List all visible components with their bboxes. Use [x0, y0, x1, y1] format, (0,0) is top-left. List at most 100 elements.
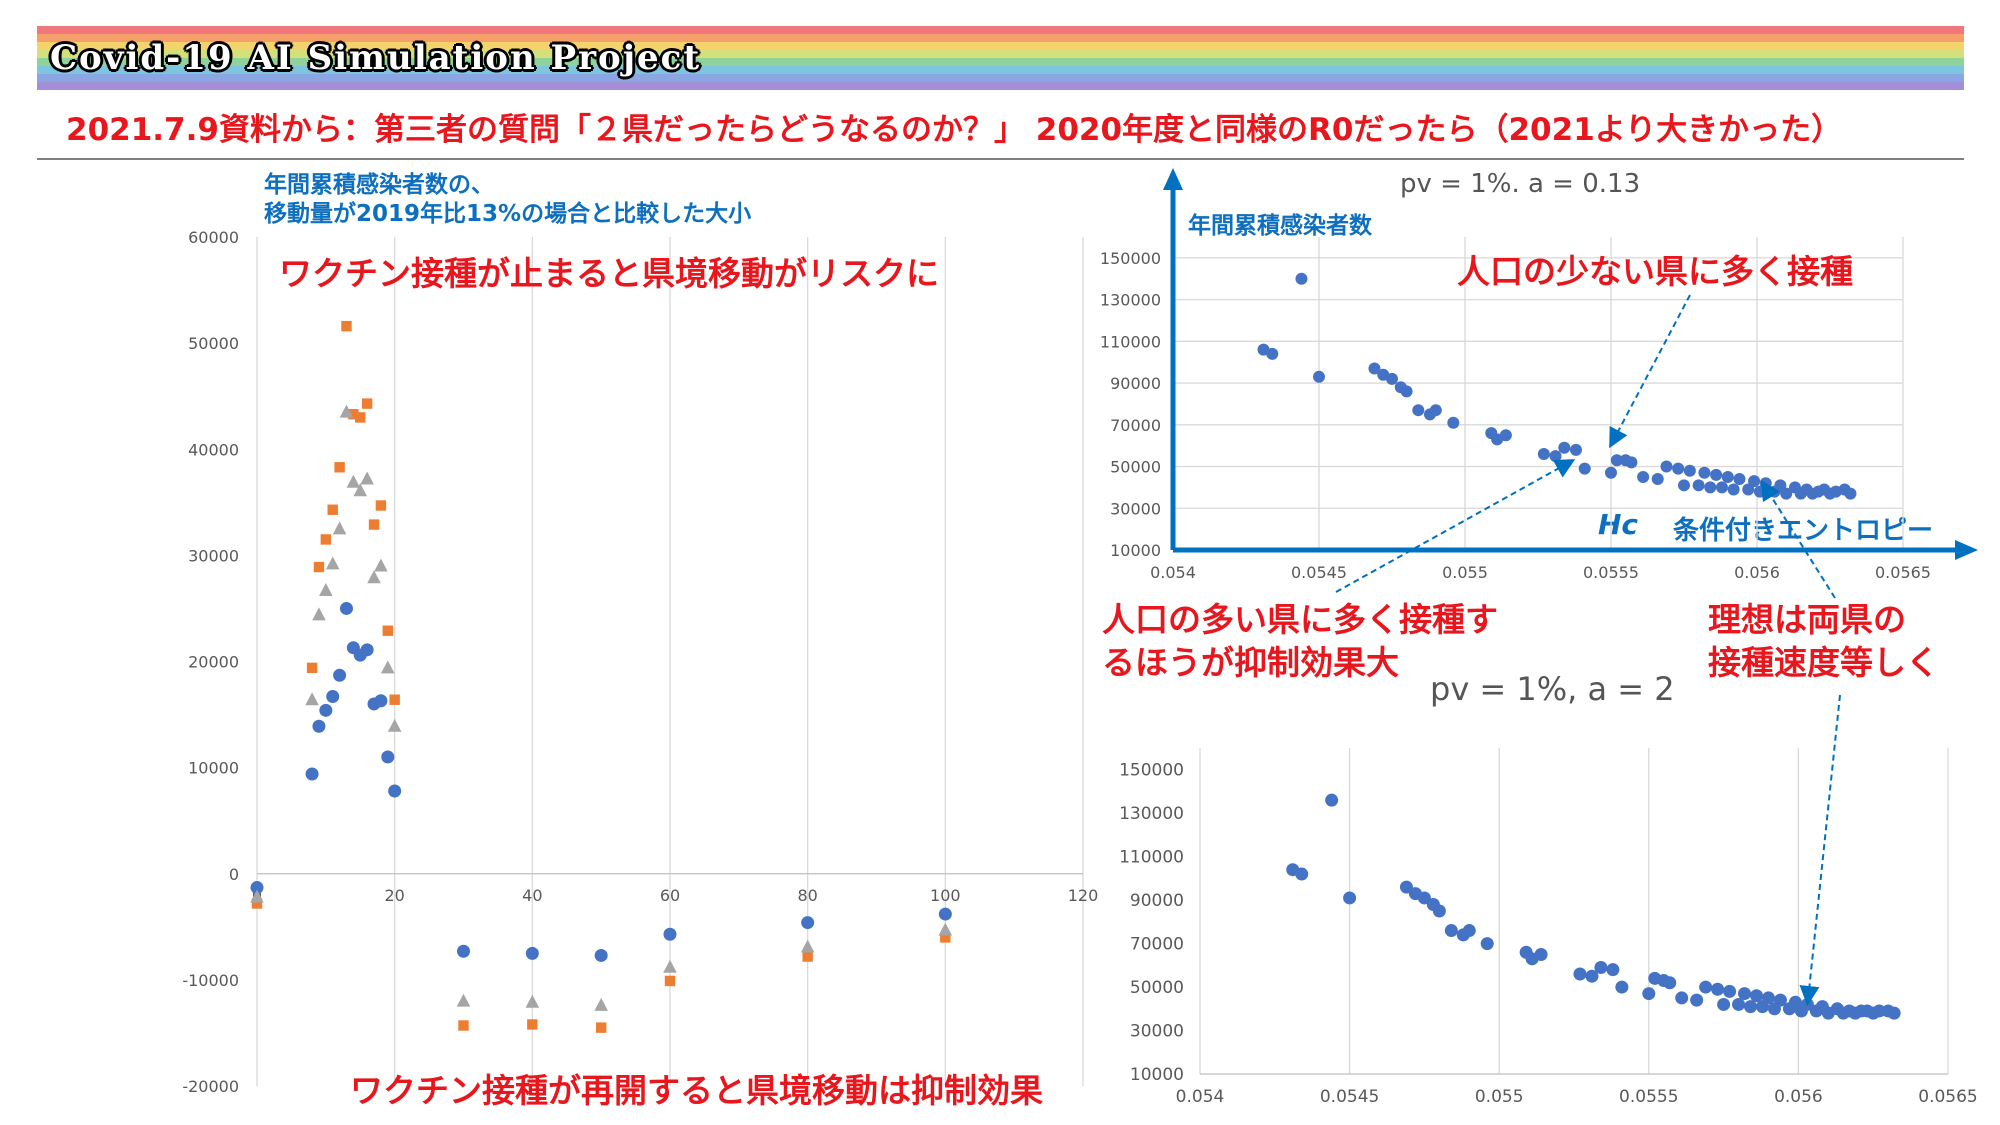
y-tick-label: 130000	[1119, 804, 1184, 824]
y-tick-label: 40000	[188, 440, 239, 459]
data-point	[1727, 483, 1740, 496]
x-tick-label: 60	[660, 886, 680, 905]
banner-stripe	[37, 26, 1964, 34]
data-point	[320, 534, 332, 545]
y-tick-label: 110000	[1119, 848, 1184, 868]
data-point	[389, 694, 400, 705]
banner-stripe	[37, 66, 1964, 74]
data-point	[1732, 997, 1746, 1011]
y-tick-label: 30000	[1130, 1022, 1184, 1042]
data-point	[938, 922, 953, 936]
data-point	[380, 660, 395, 674]
annotation-arrows	[1335, 294, 1841, 1006]
data-point	[326, 690, 340, 704]
data-point	[327, 504, 338, 515]
arrow-ideal-bottom	[1799, 694, 1841, 1006]
data-point	[361, 398, 373, 409]
data-point	[312, 607, 326, 621]
emphasis-axes	[1163, 168, 1978, 560]
left-chart-caption-line1: 年間累積感染者数の、	[264, 172, 494, 198]
x-tick-label: 100	[930, 886, 961, 905]
data-point	[1606, 963, 1620, 977]
data-point	[1432, 904, 1446, 918]
right-bottom-chart-title: pv = 1%, a = 2	[1430, 670, 1675, 708]
x-tick-label: 0.054	[1150, 563, 1196, 582]
data-point	[1887, 1006, 1901, 1020]
data-point	[800, 939, 815, 953]
data-point	[1534, 947, 1548, 961]
data-point	[334, 462, 345, 473]
note-ideal: 理想は両県の 接種速度等しく	[1708, 598, 1939, 684]
left-chart-caption-line2: 移動量が2019年比13%の場合と比較した大小	[264, 201, 752, 227]
data-point	[1761, 991, 1775, 1005]
y-tick-label: 130000	[1100, 291, 1161, 310]
data-point	[374, 558, 388, 572]
y-tick-label: 50000	[1110, 458, 1161, 477]
data-point	[1711, 982, 1725, 996]
note-vaccine-resumes: ワクチン接種が再開すると県境移動は抑制効果	[350, 1071, 1043, 1110]
data-point	[1537, 448, 1550, 461]
data-point	[1558, 441, 1571, 454]
x-tick-label: 0.0565	[1918, 1087, 1977, 1107]
data-point	[527, 1019, 538, 1030]
note-ideal-line2: 接種速度等しく	[1708, 643, 1939, 682]
x-tick-label: 120	[1068, 886, 1099, 905]
data-point	[1844, 487, 1857, 500]
data-point	[313, 561, 325, 573]
banner-title: Covid-19 AI Simulation Project	[50, 38, 702, 78]
data-point	[940, 932, 951, 943]
data-point	[1569, 443, 1582, 456]
note-many-population: 人口の多い県に多く接種す るほうが抑制効果大	[1102, 598, 1498, 684]
y-tick-label: 50000	[1130, 978, 1184, 998]
data-point	[1651, 473, 1664, 486]
data-point	[1343, 891, 1357, 905]
data-point	[1872, 1004, 1886, 1018]
data-point	[355, 412, 366, 423]
data-point	[339, 601, 353, 615]
x-tick-label: 0.0545	[1291, 563, 1347, 582]
data-point	[802, 951, 813, 962]
data-point	[1429, 404, 1442, 417]
data-point	[1615, 980, 1629, 994]
y-tick-label: 150000	[1100, 249, 1161, 268]
banner-stripe	[37, 74, 1964, 82]
data-point	[381, 750, 395, 764]
data-point	[664, 975, 676, 987]
data-point	[801, 916, 815, 930]
x-tick-label: 0.0565	[1875, 563, 1931, 582]
data-point	[595, 1022, 607, 1033]
data-point	[353, 483, 368, 497]
data-point	[1738, 987, 1752, 1001]
data-point	[1480, 937, 1494, 951]
arrow-few-population	[1609, 294, 1691, 449]
y-tick-label: 110000	[1100, 332, 1161, 351]
x-tick-label: 80	[797, 886, 817, 905]
y-tick-label: 10000	[1130, 1065, 1184, 1085]
data-point	[1704, 481, 1717, 494]
x-tick-label: 0.056	[1734, 563, 1780, 582]
data-point	[1444, 924, 1458, 938]
x-tick-label: 0.054	[1176, 1087, 1225, 1107]
data-point	[1610, 454, 1623, 467]
note-few-population: 人口の少ない県に多く接種	[1457, 252, 1853, 291]
right-top-chart-title: pv = 1%. a = 0.13	[1400, 169, 1641, 199]
banner-stripe	[37, 50, 1964, 58]
data-point	[1692, 479, 1705, 492]
data-point	[458, 1020, 469, 1031]
data-point	[250, 881, 264, 895]
right-top-chart: 10000 30000 50000 70000 90000 110000 130000 150…	[1100, 237, 1931, 582]
data-point	[1499, 429, 1512, 442]
data-point	[1400, 385, 1413, 398]
data-point	[1412, 404, 1425, 417]
y-tick-label: 30000	[188, 546, 239, 565]
arrow-many-population	[1335, 459, 1576, 593]
data-point	[341, 320, 352, 332]
rainbow-banner	[37, 26, 1964, 90]
x-tick-label: 0.0555	[1619, 1087, 1678, 1107]
data-point	[1325, 793, 1339, 807]
data-point	[1663, 976, 1677, 990]
data-point	[367, 570, 381, 584]
x-tick-label: 0.055	[1442, 563, 1488, 582]
y-tick-label: 60000	[188, 228, 239, 247]
right-top-x-axis-label: 条件付きエントロピー	[1673, 516, 1934, 546]
